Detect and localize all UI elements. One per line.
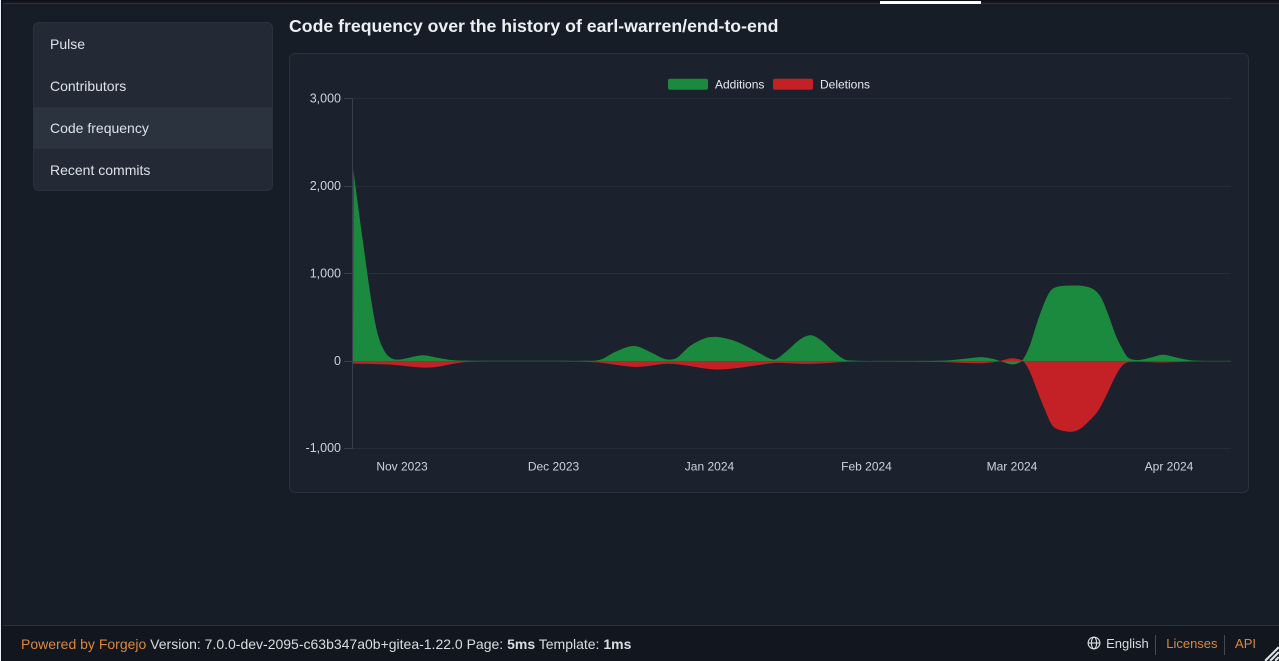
- svg-text:-1,000: -1,000: [306, 441, 341, 455]
- svg-text:Mar 2024: Mar 2024: [987, 460, 1038, 474]
- svg-text:3,000: 3,000: [310, 92, 341, 106]
- svg-text:Dec 2023: Dec 2023: [528, 460, 580, 474]
- svg-text:Deletions: Deletions: [820, 78, 870, 92]
- svg-text:Jan 2024: Jan 2024: [685, 460, 735, 474]
- svg-text:0: 0: [334, 354, 341, 368]
- svg-text:Feb 2024: Feb 2024: [841, 460, 892, 474]
- svg-text:2,000: 2,000: [310, 179, 341, 193]
- svg-text:Apr 2024: Apr 2024: [1145, 460, 1194, 474]
- svg-text:Nov 2023: Nov 2023: [376, 460, 428, 474]
- svg-text:1,000: 1,000: [310, 266, 341, 280]
- svg-text:Additions: Additions: [715, 78, 764, 92]
